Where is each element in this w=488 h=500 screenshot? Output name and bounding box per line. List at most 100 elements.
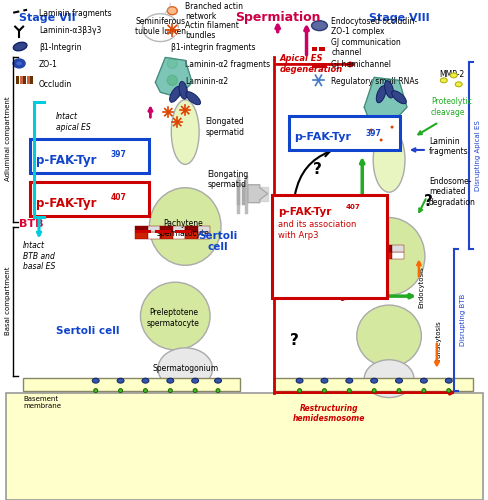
Bar xyxy=(20,76,22,84)
Text: β1-Integrin: β1-Integrin xyxy=(39,43,81,52)
Bar xyxy=(366,246,378,252)
Text: ZO-1: ZO-1 xyxy=(39,60,58,69)
Bar xyxy=(30,76,33,84)
Ellipse shape xyxy=(13,59,25,68)
Bar xyxy=(148,232,160,239)
Text: Intact
BTB and
basal ES: Intact BTB and basal ES xyxy=(23,242,55,271)
Text: p-FAK-Tyr: p-FAK-Tyr xyxy=(36,196,96,209)
Bar xyxy=(160,226,172,232)
Ellipse shape xyxy=(166,110,169,114)
Ellipse shape xyxy=(175,120,179,124)
Ellipse shape xyxy=(297,388,301,392)
Text: Pachytene
spermatocyte: Pachytene spermatocyte xyxy=(157,219,209,238)
Ellipse shape xyxy=(391,90,406,104)
Text: ?: ? xyxy=(344,194,353,209)
Text: Occludin: Occludin xyxy=(39,80,72,89)
Bar xyxy=(144,378,146,382)
Bar xyxy=(194,378,196,382)
Text: Endosome-
mediated
degradation: Endosome- mediated degradation xyxy=(428,177,475,206)
Text: ?: ? xyxy=(312,162,321,178)
Bar xyxy=(273,378,471,390)
Ellipse shape xyxy=(92,378,99,383)
Ellipse shape xyxy=(420,378,427,383)
Ellipse shape xyxy=(296,378,303,383)
Ellipse shape xyxy=(439,78,447,83)
Bar xyxy=(172,226,185,232)
Ellipse shape xyxy=(390,126,393,128)
Ellipse shape xyxy=(311,20,327,30)
Ellipse shape xyxy=(384,80,393,98)
Text: p-FAK-Tyr: p-FAK-Tyr xyxy=(36,154,96,167)
Ellipse shape xyxy=(316,78,320,82)
Bar xyxy=(319,46,325,52)
FancyBboxPatch shape xyxy=(30,139,149,173)
Text: Laminin fragments: Laminin fragments xyxy=(39,9,111,18)
Bar xyxy=(378,252,391,260)
Text: Preleptotene
spermatocyte: Preleptotene spermatocyte xyxy=(146,308,199,328)
Text: Elongated
spermatid: Elongated spermatid xyxy=(204,117,244,136)
Ellipse shape xyxy=(320,378,327,383)
Ellipse shape xyxy=(158,348,212,390)
Bar xyxy=(353,252,366,260)
Bar xyxy=(148,226,160,232)
Text: Disrupting BTB: Disrupting BTB xyxy=(459,294,465,346)
Ellipse shape xyxy=(167,6,177,14)
Ellipse shape xyxy=(185,92,200,104)
Text: β1-integrin fragments: β1-integrin fragments xyxy=(171,43,255,52)
Ellipse shape xyxy=(168,388,172,392)
Ellipse shape xyxy=(370,378,377,383)
Text: 407: 407 xyxy=(345,204,359,210)
Text: Stage VII: Stage VII xyxy=(19,12,76,22)
Ellipse shape xyxy=(119,388,122,392)
Bar xyxy=(23,76,26,84)
Bar xyxy=(185,232,197,239)
Ellipse shape xyxy=(216,388,220,392)
Ellipse shape xyxy=(369,128,372,132)
Text: Sertoli cell: Sertoli cell xyxy=(56,326,119,336)
Text: 397: 397 xyxy=(365,129,380,138)
Text: MMP-2: MMP-2 xyxy=(438,70,463,80)
Bar xyxy=(341,246,353,252)
Text: BTB: BTB xyxy=(19,218,43,228)
Ellipse shape xyxy=(94,388,98,392)
Text: Proteolytic
cleavage: Proteolytic cleavage xyxy=(430,97,471,116)
Ellipse shape xyxy=(445,378,451,383)
Ellipse shape xyxy=(345,378,352,383)
Bar xyxy=(311,64,327,68)
Ellipse shape xyxy=(214,378,221,383)
Ellipse shape xyxy=(449,73,456,78)
Bar xyxy=(311,46,317,52)
Bar xyxy=(397,378,399,382)
Bar xyxy=(135,232,148,239)
Bar xyxy=(135,226,148,232)
Ellipse shape xyxy=(13,42,27,51)
Ellipse shape xyxy=(395,378,402,383)
Bar xyxy=(298,378,300,382)
Text: Laminin-α3β3γ3: Laminin-α3β3γ3 xyxy=(39,26,101,35)
Text: Disrupting Apical ES: Disrupting Apical ES xyxy=(474,120,480,192)
Ellipse shape xyxy=(364,360,413,398)
Text: Laminin
fragments: Laminin fragments xyxy=(428,137,468,156)
Bar xyxy=(26,76,30,84)
Ellipse shape xyxy=(171,100,199,164)
Text: Basement
membrane: Basement membrane xyxy=(23,396,61,408)
Polygon shape xyxy=(364,78,406,124)
Bar xyxy=(391,252,403,260)
Bar xyxy=(197,232,210,239)
Bar xyxy=(341,252,353,260)
Text: 397: 397 xyxy=(110,150,126,159)
Ellipse shape xyxy=(446,388,450,392)
Ellipse shape xyxy=(143,388,147,392)
Text: and its association: and its association xyxy=(277,220,355,228)
Ellipse shape xyxy=(454,82,461,87)
Bar xyxy=(172,232,185,239)
Bar xyxy=(169,378,171,382)
Bar xyxy=(348,248,365,252)
Text: Endocytosed occludin-
ZO-1 complex: Endocytosed occludin- ZO-1 complex xyxy=(331,17,417,36)
Text: Intact
apical ES: Intact apical ES xyxy=(56,112,90,132)
Text: Adluminal compartment: Adluminal compartment xyxy=(5,96,11,182)
Bar xyxy=(155,230,171,234)
Ellipse shape xyxy=(421,388,425,392)
FancyBboxPatch shape xyxy=(30,182,149,216)
Text: ?: ? xyxy=(424,194,432,209)
